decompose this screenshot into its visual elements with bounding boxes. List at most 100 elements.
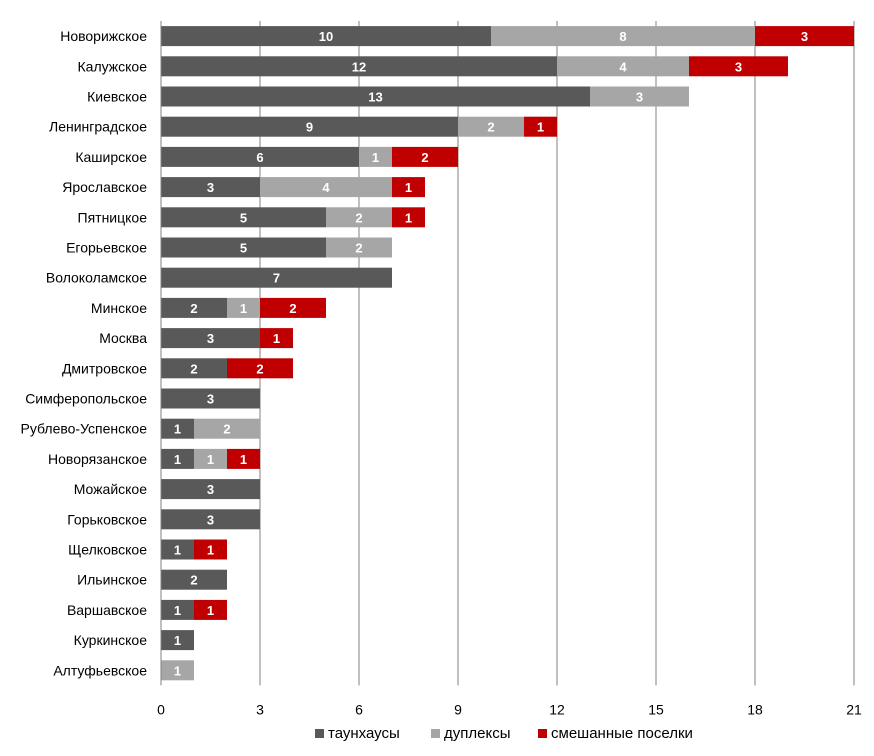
data-label: 2 — [190, 361, 197, 376]
bar-segment-mixed — [392, 146, 458, 167]
data-label: 4 — [322, 180, 330, 195]
data-label: 4 — [619, 59, 627, 74]
data-label: 1 — [207, 603, 214, 618]
bar-segment-townhouses — [161, 539, 194, 560]
category-label: Горьковское — [67, 511, 147, 527]
data-label: 1 — [537, 120, 544, 135]
x-tick-label: 15 — [648, 701, 664, 717]
bar-segment-mixed — [689, 56, 788, 77]
data-label: 1 — [207, 543, 214, 558]
bar-segment-townhouses — [161, 26, 491, 47]
data-label: 3 — [207, 180, 214, 195]
legend-swatch-townhouses — [315, 729, 324, 738]
data-label: 1 — [174, 422, 181, 437]
legend-label-townhouses: таунхаусы — [328, 725, 400, 742]
legend-swatch-mixed — [538, 729, 547, 738]
data-label: 12 — [352, 59, 366, 74]
data-label: 2 — [421, 150, 428, 165]
bar-segment-townhouses — [161, 599, 194, 620]
data-label: 7 — [273, 271, 280, 286]
bar-segment-duplexes — [260, 177, 392, 198]
category-label: Волоколамское — [46, 270, 147, 286]
bar-segment-mixed — [260, 328, 293, 349]
bar-segment-townhouses — [161, 630, 194, 651]
category-label: Куркинское — [74, 632, 148, 648]
bar-segment-townhouses — [161, 116, 458, 137]
bar-segment-townhouses — [161, 177, 260, 198]
data-label: 1 — [240, 452, 247, 467]
data-label: 5 — [240, 210, 247, 225]
category-label: Симферопольское — [25, 391, 147, 407]
bar-segment-townhouses — [161, 509, 260, 530]
bar-segment-townhouses — [161, 237, 326, 258]
bar-segment-townhouses — [161, 418, 194, 439]
legend-swatch-duplexes — [431, 729, 440, 738]
bar-segment-townhouses — [161, 448, 194, 469]
data-label: 1 — [207, 452, 214, 467]
data-label: 5 — [240, 241, 247, 256]
labels-layer: 10 8 312 4 313 39 2 16 1 23 4 15 2 15 272 1 23 12 231 21 1 13… — [174, 29, 808, 678]
data-label: 3 — [207, 331, 214, 346]
bar-segment-townhouses — [161, 56, 557, 77]
category-label: Новорязанское — [48, 451, 147, 467]
data-label: 2 — [355, 241, 362, 256]
category-label: Варшавское — [67, 602, 147, 618]
data-label: 6 — [256, 150, 263, 165]
category-label: Калужское — [78, 58, 148, 74]
category-label: Ильинское — [77, 572, 147, 588]
category-label: Ярославское — [62, 179, 147, 195]
bar-segment-mixed — [392, 207, 425, 228]
bar-segment-duplexes — [590, 86, 689, 107]
bar-segment-duplexes — [194, 448, 227, 469]
bar-segment-mixed — [227, 358, 293, 379]
data-label: 1 — [174, 543, 181, 558]
data-label: 10 — [319, 29, 333, 44]
bar-segment-townhouses — [161, 86, 590, 107]
bar-segment-mixed — [194, 539, 227, 560]
data-label: 1 — [273, 331, 280, 346]
data-label: 9 — [306, 120, 313, 135]
data-label: 2 — [256, 361, 263, 376]
bar-segment-townhouses — [161, 388, 260, 409]
x-tick-label: 3 — [256, 701, 264, 717]
category-label: Можайское — [74, 481, 147, 497]
bar-segment-mixed — [194, 599, 227, 620]
bar-segment-duplexes — [557, 56, 689, 77]
x-tick-label: 6 — [355, 701, 363, 717]
data-label: 3 — [207, 482, 214, 497]
x-tick-label: 18 — [747, 701, 763, 717]
bar-segment-mixed — [524, 116, 557, 137]
category-label: Пятницкое — [78, 209, 148, 225]
data-label: 1 — [174, 633, 181, 648]
category-label: Рублево-Успенское — [21, 421, 148, 437]
category-label: Каширское — [75, 149, 147, 165]
data-label: 2 — [355, 210, 362, 225]
data-label: 1 — [174, 663, 181, 678]
legend-label-duplexes: дуплексы — [444, 725, 510, 742]
data-label: 1 — [174, 603, 181, 618]
legend-label-mixed: смешанные поселки — [551, 725, 693, 742]
category-label: Алтуфьевское — [53, 662, 147, 678]
data-label: 1 — [240, 301, 247, 316]
bar-segment-mixed — [227, 448, 260, 469]
bar-segment-duplexes — [161, 660, 194, 681]
data-label: 3 — [735, 59, 742, 74]
data-label: 3 — [207, 392, 214, 407]
category-label: Егорьевское — [66, 240, 147, 256]
bar-segment-duplexes — [227, 297, 260, 318]
bars-layer — [161, 26, 854, 681]
data-label: 1 — [405, 180, 412, 195]
category-label: Ленинградское — [49, 119, 147, 135]
bar-segment-mixed — [260, 297, 326, 318]
data-label: 2 — [190, 573, 197, 588]
data-label: 13 — [368, 90, 382, 105]
data-label: 3 — [207, 512, 214, 527]
x-tick-label: 21 — [846, 701, 862, 717]
bar-segment-mixed — [392, 177, 425, 198]
bar-segment-duplexes — [326, 207, 392, 228]
category-label: Киевское — [87, 89, 147, 105]
x-tick-label: 12 — [549, 701, 565, 717]
bar-segment-townhouses — [161, 358, 227, 379]
